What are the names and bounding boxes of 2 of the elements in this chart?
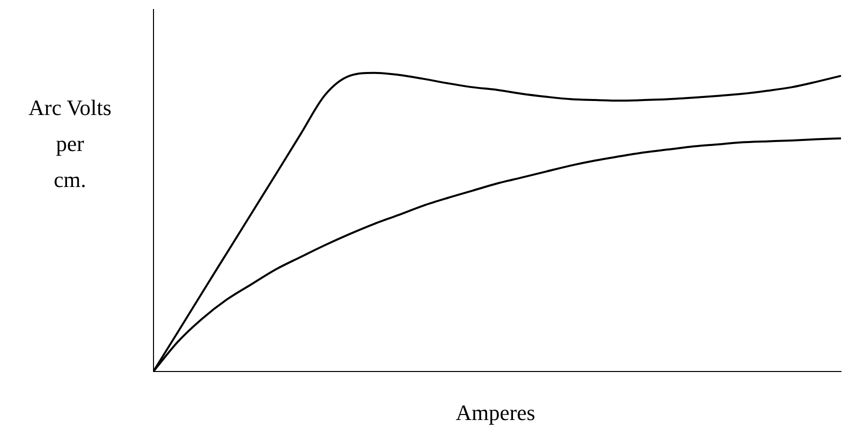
y-axis-title: Arc Volts per cm. (28, 94, 112, 194)
x-axis-title: Amperes (454, 400, 536, 426)
